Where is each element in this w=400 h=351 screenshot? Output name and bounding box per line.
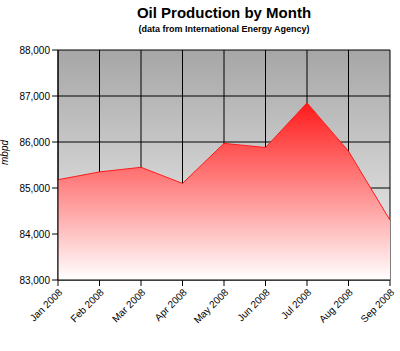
svg-text:Jun 2008: Jun 2008 — [235, 286, 272, 323]
svg-text:mbpd: mbpd — [8, 140, 10, 165]
svg-text:Mar 2008: Mar 2008 — [110, 286, 148, 324]
svg-text:Sep 2008: Sep 2008 — [358, 286, 392, 324]
html-text:(data from International Energ: (data from International Energy Agency) — [138, 24, 310, 34]
svg-text:87,000: 87,000 — [19, 91, 50, 102]
svg-text:86,000: 86,000 — [19, 137, 50, 148]
svg-text:83,000: 83,000 — [19, 275, 50, 286]
svg-text:May 2008: May 2008 — [192, 286, 231, 325]
svg-text:84,000: 84,000 — [19, 229, 50, 240]
svg-text:88,000: 88,000 — [19, 45, 50, 56]
svg-text:85,000: 85,000 — [19, 183, 50, 194]
svg-text:Jan 2008: Jan 2008 — [28, 286, 65, 323]
svg-text:Jul 2008: Jul 2008 — [279, 286, 314, 321]
html-text:Oil Production by Month: Oil Production by Month — [136, 4, 312, 21]
svg-text:Aug 2008: Aug 2008 — [317, 286, 355, 324]
svg-text:Apr 2008: Apr 2008 — [152, 286, 189, 323]
svg-text:Feb 2008: Feb 2008 — [68, 286, 106, 324]
